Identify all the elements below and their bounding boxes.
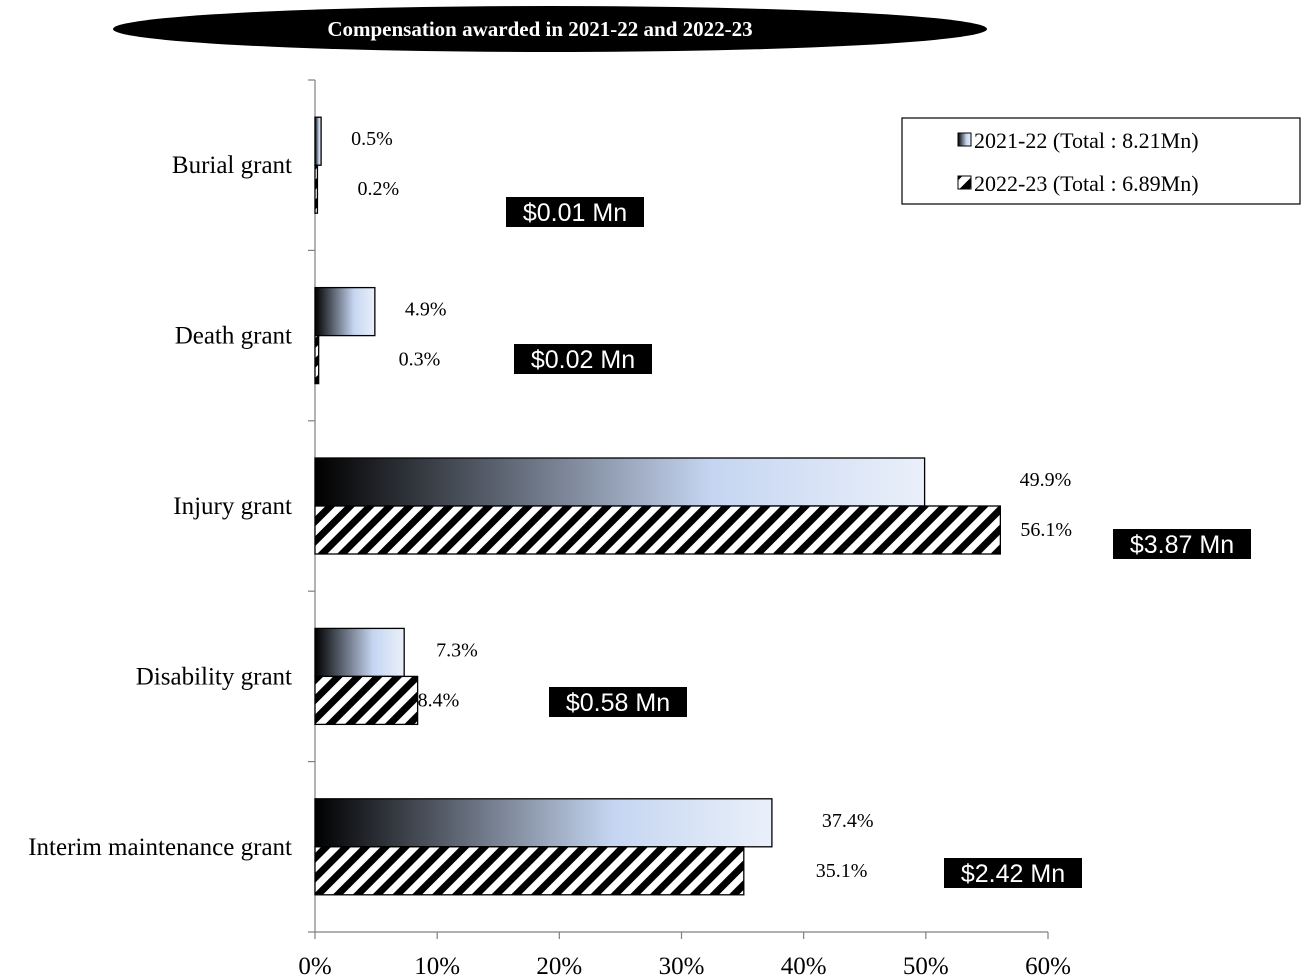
legend-label-2021-22: 2021-22 (Total : 8.21Mn) bbox=[974, 128, 1199, 153]
legend: 2021-22 (Total : 8.21Mn) 2022-23 (Total … bbox=[901, 117, 1301, 205]
x-tick-label: 50% bbox=[903, 953, 949, 977]
value-label-2022-23: 35.1% bbox=[816, 860, 868, 882]
legend-box bbox=[901, 117, 1301, 205]
category-label: Death grant bbox=[175, 323, 292, 350]
x-tick-label: 40% bbox=[781, 953, 827, 977]
value-label-2021-22: 37.4% bbox=[822, 810, 874, 832]
value-label-2022-23: 56.1% bbox=[1020, 519, 1072, 541]
category-label: Interim maintenance grant bbox=[28, 834, 292, 861]
amount-label-box bbox=[1113, 529, 1251, 559]
x-tick-label: 20% bbox=[536, 953, 582, 977]
amount-label-box bbox=[549, 687, 687, 717]
x-tick-label: 10% bbox=[414, 953, 460, 977]
bar-2022-23 bbox=[314, 505, 1002, 555]
value-label-2021-22: 7.3% bbox=[436, 639, 478, 661]
value-label-2021-22: 4.9% bbox=[405, 299, 447, 321]
legend-label-2022-23: 2022-23 (Total : 6.89Mn) bbox=[974, 171, 1199, 196]
value-label-2022-23: 0.2% bbox=[357, 178, 399, 200]
value-label-2022-23: 0.3% bbox=[399, 349, 441, 371]
value-label-2021-22: 0.5% bbox=[351, 128, 393, 150]
legend-swatch-2022-23 bbox=[957, 175, 972, 190]
bar-2022-23 bbox=[314, 164, 319, 214]
amount-label-box bbox=[514, 344, 652, 374]
x-tick-label: 30% bbox=[659, 953, 705, 977]
bar-2021-22 bbox=[314, 116, 322, 166]
bar-2021-22 bbox=[314, 286, 376, 337]
x-tick-label: 0% bbox=[298, 953, 331, 977]
bar-2021-22 bbox=[314, 627, 405, 678]
amount-label: $3.87 Mn bbox=[1130, 531, 1234, 559]
amount-label: $0.02 Mn bbox=[531, 346, 635, 374]
chart-title-group: Compensation awarded in 2021-22 and 2022… bbox=[113, 6, 987, 52]
labels: Burial grant 0.5% 0.2% $0.01 Mn Death grant 4… bbox=[28, 128, 1251, 888]
legend-swatch-2021-22 bbox=[957, 132, 972, 147]
bar-2021-22 bbox=[314, 798, 773, 848]
x-tick-label: 60% bbox=[1025, 953, 1071, 977]
amount-label-box bbox=[944, 858, 1082, 888]
chart-title: Compensation awarded in 2021-22 and 2022… bbox=[327, 17, 752, 41]
chart-title-ellipse bbox=[113, 6, 987, 52]
bar-2022-23 bbox=[314, 675, 419, 726]
amount-label: $0.01 Mn bbox=[523, 199, 627, 227]
bar-2022-23 bbox=[314, 846, 745, 896]
amount-label-box bbox=[506, 197, 644, 227]
category-label: Burial grant bbox=[172, 152, 292, 179]
value-label-2021-22: 49.9% bbox=[1020, 469, 1072, 491]
bar-2021-22 bbox=[314, 457, 926, 507]
amount-label: $0.58 Mn bbox=[566, 689, 670, 717]
bar-2022-23 bbox=[314, 334, 320, 385]
category-label: Injury grant bbox=[173, 493, 292, 520]
amount-label: $2.42 Mn bbox=[961, 860, 1065, 888]
value-label-2022-23: 8.4% bbox=[418, 689, 460, 711]
bars bbox=[314, 116, 1002, 896]
category-label: Disability grant bbox=[136, 663, 292, 690]
